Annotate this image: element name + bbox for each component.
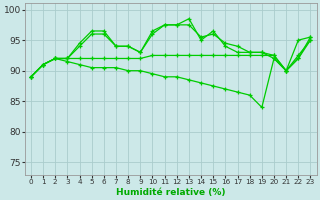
X-axis label: Humidité relative (%): Humidité relative (%) bbox=[116, 188, 226, 197]
